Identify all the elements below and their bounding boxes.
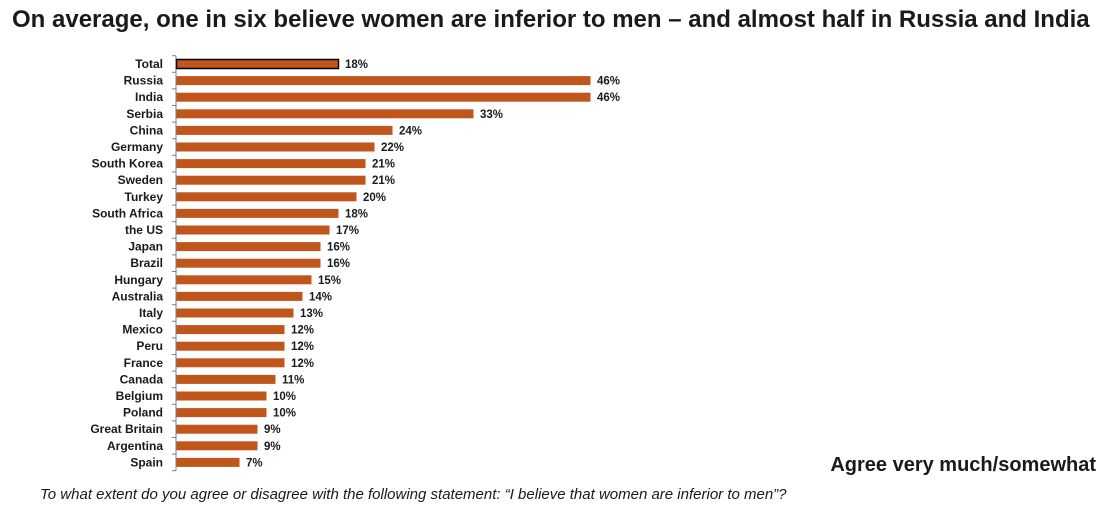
data-label: 20% — [363, 192, 386, 204]
category-label: Turkey — [125, 190, 164, 204]
bar — [176, 208, 339, 218]
data-label: 9% — [264, 424, 281, 436]
data-label: 16% — [327, 258, 350, 270]
data-label: 16% — [327, 242, 350, 254]
bar — [176, 341, 285, 351]
category-label: Great Britain — [90, 422, 163, 436]
bar — [176, 159, 366, 169]
axis-layer — [172, 55, 177, 472]
bar — [176, 125, 393, 135]
data-label: 15% — [318, 275, 341, 287]
data-label: 18% — [345, 59, 368, 71]
data-label: 10% — [273, 408, 296, 420]
bar — [176, 109, 474, 119]
bar — [176, 175, 366, 185]
bar — [176, 275, 312, 285]
category-label: India — [135, 90, 163, 104]
bar — [176, 291, 303, 301]
data-label: 24% — [399, 125, 422, 137]
data-label: 22% — [381, 142, 404, 154]
category-label: Spain — [130, 455, 163, 469]
data-label: 10% — [273, 391, 296, 403]
category-label: China — [130, 123, 164, 137]
bar — [176, 92, 591, 102]
category-label: Mexico — [122, 323, 163, 337]
measure-label: Agree very much/somewhat — [830, 454, 1096, 476]
bar — [176, 424, 258, 434]
category-label: the US — [125, 223, 163, 237]
data-label: 21% — [372, 159, 395, 171]
data-label: 46% — [597, 92, 620, 104]
category-label: Total — [135, 57, 163, 71]
category-label: Russia — [124, 74, 164, 88]
bar-total — [175, 58, 340, 70]
category-label: Australia — [112, 289, 164, 303]
chart-title: On average, one in six believe women are… — [12, 6, 1090, 33]
data-label: 18% — [345, 208, 368, 220]
bar — [176, 358, 285, 368]
category-label: Hungary — [114, 273, 163, 287]
data-label: 14% — [309, 291, 332, 303]
data-label: 21% — [372, 175, 395, 187]
data-label: 9% — [264, 441, 281, 453]
data-label: 17% — [336, 225, 359, 237]
bar — [176, 242, 321, 252]
survey-question: To what extent do you agree or disagree … — [40, 486, 787, 503]
category-label: Brazil — [130, 256, 163, 270]
category-label: Belgium — [116, 389, 163, 403]
category-label: Serbia — [126, 107, 163, 121]
data-label: 13% — [300, 308, 323, 320]
bar — [176, 441, 258, 451]
data-label: 33% — [480, 109, 503, 121]
category-label: France — [124, 356, 164, 370]
category-label: Germany — [111, 140, 163, 154]
category-label: Argentina — [107, 439, 163, 453]
labels-layer: Total 18% Russia 46% India 46% Serbia 33% China 2… — [90, 57, 620, 469]
data-label: 46% — [597, 76, 620, 88]
bar — [176, 258, 321, 268]
bar — [176, 225, 330, 235]
data-label: 7% — [246, 457, 263, 469]
bar — [176, 325, 285, 335]
data-label: 12% — [291, 341, 314, 353]
bar — [176, 408, 267, 418]
category-label: Poland — [123, 406, 163, 420]
bars-layer — [175, 58, 591, 467]
category-label: Japan — [128, 240, 163, 254]
bar — [176, 308, 294, 318]
category-label: Italy — [139, 306, 163, 320]
bar — [176, 142, 375, 152]
data-label: 12% — [291, 358, 314, 370]
bar — [176, 391, 267, 401]
category-label: Peru — [136, 339, 163, 353]
category-label: South Africa — [92, 206, 163, 220]
category-label: South Korea — [92, 157, 164, 171]
bar — [176, 192, 357, 202]
bar — [176, 457, 240, 467]
bar — [176, 374, 276, 384]
category-label: Canada — [120, 372, 164, 386]
bar — [176, 76, 591, 86]
category-label: Sweden — [118, 173, 163, 187]
data-label: 12% — [291, 325, 314, 337]
data-label: 11% — [282, 374, 304, 386]
